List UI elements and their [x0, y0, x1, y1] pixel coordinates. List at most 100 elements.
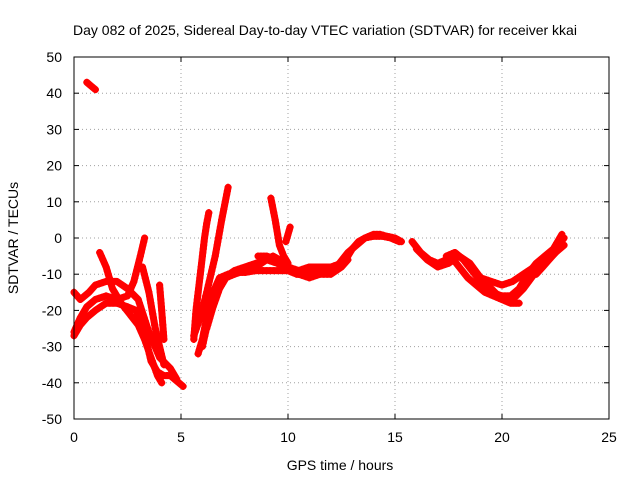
data-point — [224, 183, 232, 191]
data-point — [143, 343, 151, 351]
x-tick-label: 5 — [177, 429, 185, 445]
data-point — [179, 382, 187, 390]
data-point — [143, 321, 151, 329]
data-point — [203, 325, 211, 332]
data-point — [141, 234, 149, 242]
data-point — [195, 317, 203, 325]
x-tick-label: 20 — [494, 429, 510, 445]
series-arc-16 — [344, 230, 405, 260]
data-point — [124, 292, 131, 300]
data-point — [191, 328, 199, 336]
data-point — [160, 335, 168, 343]
data-point — [142, 339, 150, 347]
x-tick-label: 25 — [601, 429, 617, 445]
data-point — [144, 346, 152, 354]
data-point — [138, 306, 146, 314]
data-point — [270, 255, 278, 263]
y-tick-label: 20 — [46, 158, 62, 174]
data-point — [309, 273, 317, 281]
data-point — [194, 321, 202, 329]
data-point — [194, 350, 202, 358]
x-axis-label: GPS time / hours — [287, 457, 394, 473]
data-point — [560, 234, 568, 242]
y-tick-label: -20 — [42, 302, 62, 318]
data-point — [283, 234, 291, 242]
series-arc-4 — [96, 248, 166, 387]
data-point — [286, 223, 294, 231]
data-point — [245, 265, 253, 273]
y-tick-label: 30 — [46, 121, 62, 137]
data-point — [285, 227, 293, 235]
x-tick-label: 0 — [70, 429, 78, 445]
series-arc-7 — [83, 78, 99, 94]
data-point — [139, 310, 147, 318]
y-tick-label: -10 — [42, 266, 62, 282]
data-point — [99, 256, 107, 264]
y-tick-label: 40 — [46, 85, 62, 101]
data-point — [515, 299, 523, 307]
data-point — [173, 375, 181, 383]
data-point — [95, 280, 103, 288]
data-point — [238, 268, 246, 276]
data-point — [231, 270, 238, 278]
data-point — [210, 299, 218, 307]
data-point — [484, 276, 492, 284]
data-point — [107, 281, 115, 289]
data-point — [206, 314, 214, 322]
data-point — [145, 328, 153, 336]
series-arc-10 — [194, 232, 403, 358]
data-point — [102, 263, 110, 271]
y-tick-label: -40 — [42, 375, 62, 391]
data-point — [295, 270, 303, 278]
data-point — [298, 265, 306, 273]
series-arc-8 — [190, 209, 213, 343]
data-point — [397, 238, 405, 246]
data-point — [105, 274, 113, 282]
data-point — [144, 325, 152, 332]
data-point — [213, 292, 221, 300]
data-point — [284, 230, 292, 238]
data-point — [137, 303, 145, 311]
data-point — [277, 245, 285, 253]
data-point — [97, 252, 105, 260]
data-point — [209, 303, 217, 311]
data-point — [241, 267, 249, 275]
data-point — [106, 277, 114, 285]
data-point — [152, 368, 160, 376]
y-axis-label: SDTVAR / TECUs — [5, 182, 21, 294]
data-point — [505, 279, 513, 287]
data-point — [151, 364, 159, 372]
data-point — [214, 288, 222, 296]
y-tick-label: -30 — [42, 339, 62, 355]
data-point — [102, 292, 110, 300]
data-point — [135, 299, 143, 307]
data-point — [234, 269, 242, 277]
series-trace — [194, 232, 403, 358]
series-arc-3 — [70, 234, 149, 336]
data-point — [558, 241, 566, 249]
data-point — [434, 263, 442, 271]
data-point — [207, 310, 215, 318]
data-point — [212, 296, 220, 304]
data-point — [278, 248, 286, 256]
data-point — [125, 288, 133, 296]
series-arc-5 — [138, 263, 168, 369]
data-point — [120, 293, 128, 301]
data-point — [491, 279, 499, 287]
data-point — [139, 332, 147, 340]
data-point — [75, 317, 83, 325]
data-point — [99, 293, 107, 301]
data-point — [128, 281, 136, 289]
data-point — [437, 262, 445, 270]
y-tick-label: 0 — [54, 230, 62, 246]
series-arc-21 — [532, 241, 566, 278]
data-point — [148, 357, 156, 365]
data-point — [160, 361, 168, 369]
data-point — [498, 281, 506, 289]
data-point — [147, 353, 155, 361]
data-point — [248, 264, 256, 272]
data-point — [313, 271, 321, 279]
series-arc-9 — [190, 183, 232, 340]
data-points — [70, 78, 568, 390]
x-tick-label: 10 — [280, 429, 296, 445]
